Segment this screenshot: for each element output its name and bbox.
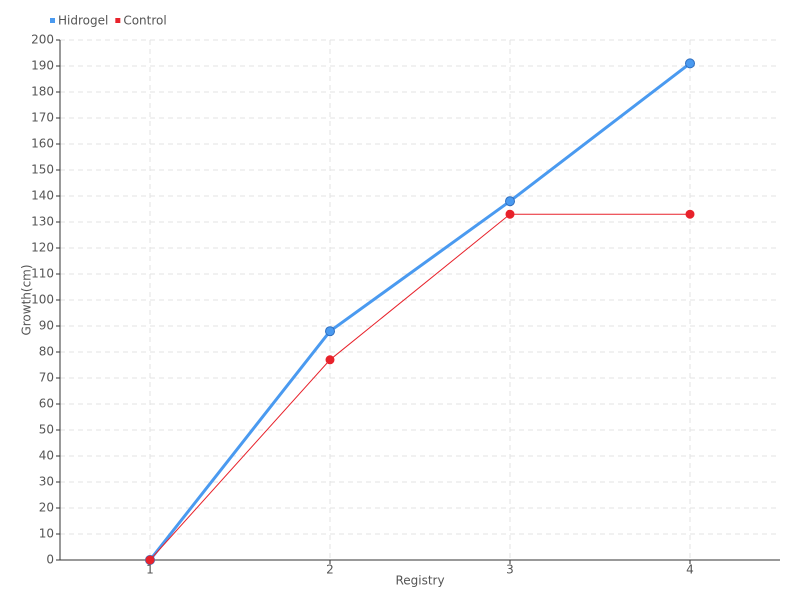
- data-point: [325, 326, 335, 337]
- y-tick-label: 100: [31, 293, 54, 307]
- y-tick-label: 10: [39, 527, 54, 541]
- y-tick-label: 40: [39, 449, 54, 463]
- legend-label: Control: [123, 14, 166, 28]
- y-tick-label: 110: [31, 267, 54, 281]
- y-tick-label: 120: [31, 241, 54, 255]
- x-tick-label: 4: [686, 563, 694, 577]
- y-tick-label: 70: [39, 371, 54, 385]
- legend-label: Hidrogel: [58, 14, 108, 28]
- y-tick-label: 170: [31, 111, 54, 125]
- data-point: [685, 58, 695, 69]
- data-point: [145, 555, 155, 565]
- y-tick-label: 80: [39, 345, 54, 359]
- data-point: [505, 196, 515, 207]
- y-tick-label: 60: [39, 397, 54, 411]
- y-tick-label: 30: [39, 475, 54, 489]
- y-tick-label: 140: [31, 189, 54, 203]
- x-tick-label: 3: [506, 563, 514, 577]
- y-axis-title: Growth(cm): [20, 264, 34, 335]
- series-line: [148, 62, 691, 561]
- x-tick-label: 1: [146, 563, 154, 577]
- series-line: [149, 213, 690, 561]
- y-tick-label: 160: [31, 137, 54, 151]
- y-tick-label: 130: [31, 215, 54, 229]
- y-tick-label: 200: [31, 33, 54, 47]
- y-tick-label: 20: [39, 501, 54, 515]
- data-point: [505, 209, 515, 219]
- y-tick-label: 180: [31, 85, 54, 99]
- data-point: [325, 355, 335, 365]
- y-tick-label: 150: [31, 163, 54, 177]
- legend-swatch: [50, 18, 55, 23]
- x-tick-label: 2: [326, 563, 334, 577]
- legend-swatch: [115, 18, 121, 23]
- y-tick-label: 0: [46, 553, 54, 567]
- x-axis-title: Registry: [395, 574, 444, 588]
- y-tick-label: 190: [31, 59, 54, 73]
- y-tick-label: 90: [39, 319, 54, 333]
- y-tick-label: 50: [39, 423, 54, 437]
- data-point: [685, 209, 695, 219]
